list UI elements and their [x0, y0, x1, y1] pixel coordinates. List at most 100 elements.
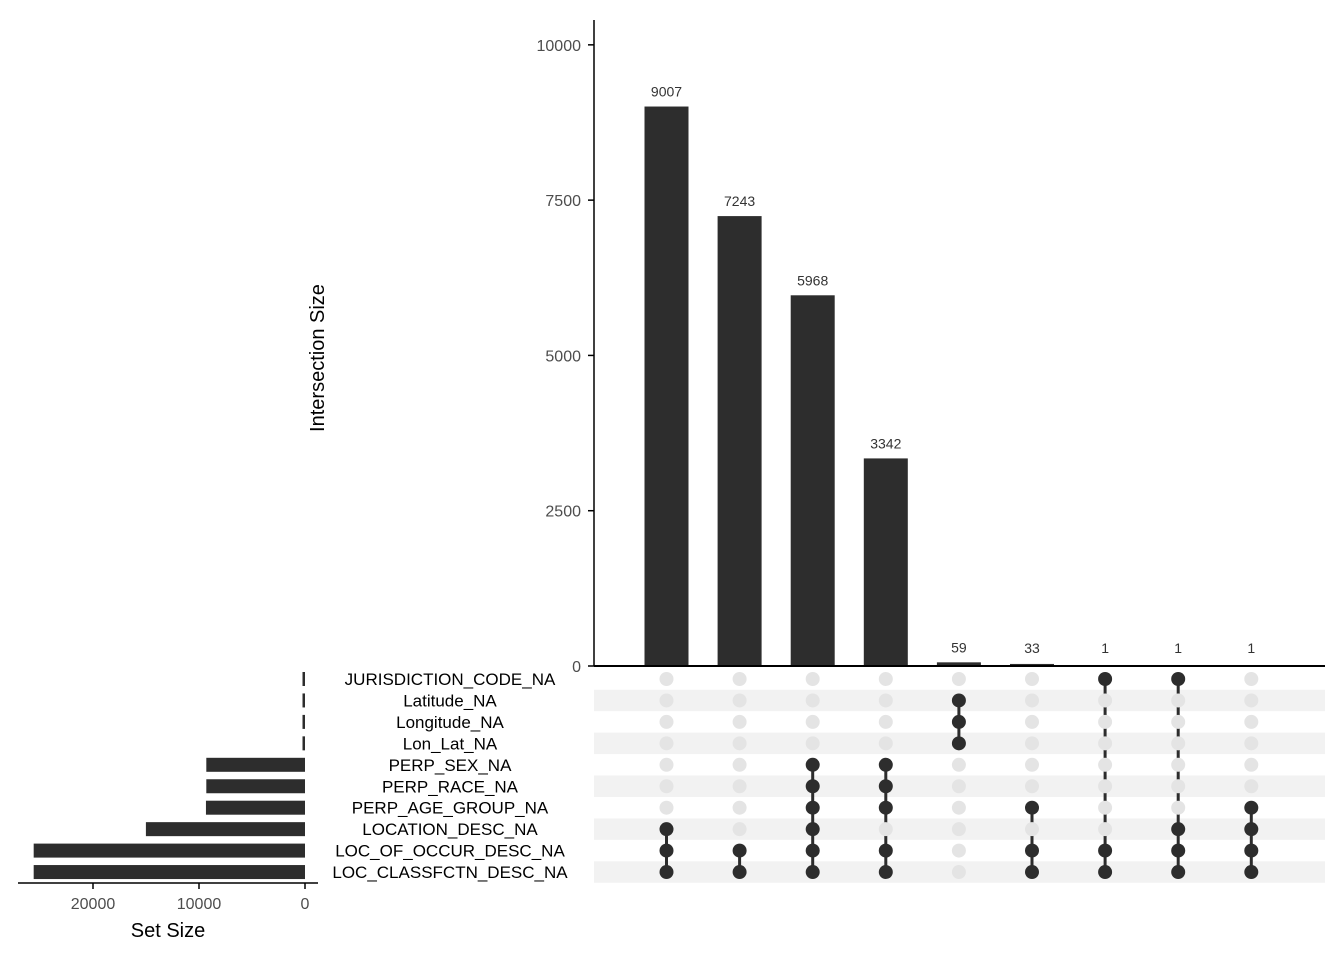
- matrix-dot-active: [805, 865, 820, 880]
- intersection-size-axis-title: Intersection Size: [307, 284, 329, 432]
- matrix-dot-active: [1244, 822, 1259, 837]
- matrix-dot-inactive: [1098, 736, 1113, 751]
- intersection-bars: 9007 7243 5968 3342 59 33 1 1 1: [644, 84, 1274, 666]
- matrix-dot-active: [1025, 843, 1039, 858]
- matrix-dot-inactive: [1025, 693, 1039, 708]
- matrix-dot-inactive: [1098, 779, 1113, 794]
- matrix-dot-inactive: [951, 843, 966, 858]
- matrix-dot-inactive: [951, 672, 966, 686]
- matrix-dot-active: [951, 693, 966, 708]
- matrix-dot-inactive: [659, 779, 674, 794]
- matrix-dot-inactive: [1025, 714, 1039, 729]
- matrix-dot-inactive: [1171, 800, 1186, 815]
- intersection-bar-label: 1: [1174, 640, 1182, 656]
- intersection-matrix: [659, 672, 1259, 880]
- matrix-dot-active: [1171, 672, 1186, 686]
- matrix-dot-inactive: [1171, 757, 1186, 772]
- intersection-tick-label: 5000: [545, 348, 581, 365]
- intersection-bar: [717, 216, 762, 666]
- matrix-dot-inactive: [1171, 714, 1186, 729]
- matrix-dot-inactive: [1244, 779, 1259, 794]
- matrix-dot-active: [1098, 843, 1113, 858]
- matrix-dot-active: [1244, 843, 1259, 858]
- set-size-bar: [302, 672, 305, 686]
- matrix-dot-inactive: [659, 800, 674, 815]
- matrix-dot-inactive: [878, 672, 893, 686]
- matrix-dot-inactive: [1025, 779, 1039, 794]
- matrix-dot-inactive: [878, 822, 893, 837]
- matrix-dot-active: [805, 779, 820, 794]
- matrix-dot-active: [659, 843, 674, 858]
- set-size-tick-label: 0: [301, 896, 310, 913]
- set-size-bars: [33, 672, 305, 880]
- matrix-dot-inactive: [951, 779, 966, 794]
- matrix-dot-inactive: [1171, 736, 1186, 751]
- set-size-axis: 20000 10000 0: [18, 882, 318, 913]
- matrix-dot-active: [878, 800, 893, 815]
- matrix-dot-active: [1171, 843, 1186, 858]
- set-name-label: PERP_RACE_NA: [382, 777, 519, 796]
- intersection-bar-label: 3342: [870, 435, 901, 451]
- matrix-dot-inactive: [732, 800, 747, 815]
- set-size-bar: [302, 693, 305, 708]
- matrix-dot-inactive: [1098, 693, 1113, 708]
- intersection-tick-label: 7500: [545, 193, 581, 210]
- matrix-dot-active: [1025, 865, 1039, 880]
- intersection-bar-label: 59: [951, 639, 967, 655]
- matrix-dot-active: [1171, 822, 1186, 837]
- matrix-dot-inactive: [732, 757, 747, 772]
- matrix-dot-inactive: [1025, 757, 1039, 772]
- matrix-dot-inactive: [1098, 800, 1113, 815]
- matrix-dot-inactive: [732, 736, 747, 751]
- matrix-dot-inactive: [805, 672, 820, 686]
- set-size-bar: [206, 779, 305, 794]
- matrix-dot-inactive: [1244, 672, 1259, 686]
- matrix-dot-inactive: [951, 822, 966, 837]
- set-size-bar: [302, 714, 305, 729]
- matrix-dot-inactive: [805, 736, 820, 751]
- matrix-dot-inactive: [878, 736, 893, 751]
- matrix-dot-active: [1171, 865, 1186, 880]
- matrix-dot-inactive: [1025, 822, 1039, 837]
- intersection-bar: [936, 662, 981, 666]
- matrix-dot-inactive: [732, 822, 747, 837]
- intersection-tick-label: 10000: [537, 38, 582, 55]
- intersection-size-axis: 0 2500 5000 7500 10000: [537, 20, 1325, 676]
- matrix-dot-active: [1098, 865, 1113, 880]
- set-size-tick-label: 10000: [177, 896, 222, 913]
- matrix-dot-inactive: [659, 672, 674, 686]
- set-size-bar: [206, 757, 305, 772]
- matrix-dot-inactive: [732, 714, 747, 729]
- matrix-dot-inactive: [732, 779, 747, 794]
- set-name-labels: JURISDICTION_CODE_NA Latitude_NA Longitude…: [332, 670, 568, 882]
- intersection-bar-label: 1: [1101, 640, 1109, 656]
- intersection-bar-label: 9007: [651, 84, 682, 100]
- set-name-label: LOC_OF_OCCUR_DESC_NA: [335, 842, 565, 861]
- matrix-dot-active: [951, 714, 966, 729]
- set-size-tick-label: 20000: [71, 896, 116, 913]
- set-size-bar: [302, 736, 305, 751]
- intersection-bar-label: 1: [1247, 640, 1255, 656]
- set-name-label: LOC_CLASSFCTN_DESC_NA: [332, 863, 568, 882]
- matrix-dot-inactive: [659, 693, 674, 708]
- intersection-tick-label: 0: [572, 659, 581, 676]
- set-name-label: Latitude_NA: [403, 691, 497, 710]
- matrix-dot-inactive: [1025, 672, 1039, 686]
- intersection-bar-label: 7243: [724, 193, 755, 209]
- set-name-label: PERP_SEX_NA: [389, 756, 512, 775]
- matrix-dot-inactive: [805, 714, 820, 729]
- matrix-dot-inactive: [951, 865, 966, 880]
- intersection-bar: [790, 295, 835, 666]
- matrix-dot-inactive: [732, 672, 747, 686]
- matrix-dot-active: [732, 865, 747, 880]
- matrix-dot-active: [878, 779, 893, 794]
- matrix-dot-active: [1098, 672, 1113, 686]
- set-name-label: JURISDICTION_CODE_NA: [345, 670, 556, 689]
- matrix-dot-active: [805, 800, 820, 815]
- matrix-dot-inactive: [659, 757, 674, 772]
- intersection-bar: [644, 106, 689, 666]
- matrix-dot-active: [878, 865, 893, 880]
- intersection-tick-label: 2500: [545, 504, 581, 521]
- set-name-label: PERP_AGE_GROUP_NA: [352, 799, 549, 818]
